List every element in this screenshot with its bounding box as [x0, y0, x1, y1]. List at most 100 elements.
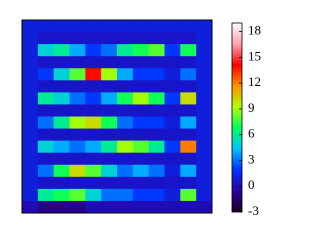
heat-cell	[37, 176, 55, 190]
heat-cell	[101, 32, 118, 45]
heat-cell	[37, 80, 55, 93]
heat-cell	[101, 128, 118, 142]
heat-cell	[53, 20, 70, 33]
heat-cell	[85, 140, 102, 154]
heat-cell	[117, 200, 134, 214]
heat-cell	[22, 152, 39, 166]
heat-cell	[148, 44, 165, 57]
heat-cell	[164, 44, 181, 57]
heat-cell	[85, 104, 102, 117]
heat-cell	[101, 176, 118, 190]
heat-cell	[148, 200, 165, 214]
heat-cell	[101, 56, 118, 69]
heat-cell	[85, 116, 102, 130]
heat-cell	[101, 188, 118, 202]
heat-cell	[53, 140, 70, 154]
heat-cell	[101, 104, 118, 117]
heat-cell	[53, 152, 70, 166]
heat-cell	[132, 140, 150, 154]
heat-cell	[180, 104, 197, 117]
heat-cell	[164, 164, 181, 178]
heat-cell	[69, 32, 86, 45]
heat-cell	[132, 44, 150, 57]
heat-cell	[164, 152, 181, 166]
page: {"chart_data": { "type": "heatmap", "val…	[21, 19, 261, 218]
heat-cell	[164, 80, 181, 93]
heat-cell	[69, 176, 86, 190]
heat-cell	[148, 116, 165, 130]
heat-cell	[148, 80, 165, 93]
heat-cell	[164, 140, 181, 154]
colorbar-tick-label: 6	[248, 126, 255, 141]
heat-cell	[53, 68, 70, 81]
heat-cell	[117, 20, 134, 33]
colorbar	[231, 22, 243, 213]
heat-cell	[148, 20, 165, 33]
heat-cell	[164, 68, 181, 81]
heat-cell	[85, 128, 102, 142]
heat-cell	[85, 20, 102, 33]
heat-cell	[22, 188, 39, 202]
colorbar-tick-label: 12	[248, 74, 261, 89]
heat-cell	[132, 80, 150, 93]
heat-cell	[85, 80, 102, 93]
heat-cell	[53, 80, 70, 93]
heat-cell	[69, 68, 86, 81]
heat-cell	[117, 140, 134, 154]
heat-cell	[132, 32, 150, 45]
heat-cell	[37, 140, 55, 154]
heat-cell	[132, 104, 150, 117]
heat-cell	[22, 200, 39, 214]
heat-cell	[164, 20, 181, 33]
heat-cell	[148, 188, 165, 202]
heat-cell	[22, 116, 39, 130]
heat-cell	[37, 152, 55, 166]
heat-cell	[85, 32, 102, 45]
heat-cell	[180, 152, 197, 166]
heat-cell	[69, 200, 86, 214]
heat-cell	[196, 20, 213, 33]
heat-cell	[101, 44, 118, 57]
heat-cell	[101, 116, 118, 130]
heat-cell	[180, 128, 197, 142]
heat-cell	[53, 56, 70, 69]
heat-cell	[196, 176, 213, 190]
heat-cell	[148, 176, 165, 190]
heat-cell	[22, 140, 39, 154]
heat-cell	[180, 116, 197, 130]
heat-cell	[53, 176, 70, 190]
heat-cell	[180, 56, 197, 69]
heat-cell	[117, 164, 134, 178]
heat-cell	[117, 80, 134, 93]
heat-cell	[180, 20, 197, 33]
heat-cell	[196, 92, 213, 105]
heat-cell	[37, 44, 55, 57]
heat-cell	[180, 80, 197, 93]
heat-cell	[69, 164, 86, 178]
heat-cell	[37, 164, 55, 178]
heat-cell	[117, 188, 134, 202]
heat-cell	[164, 32, 181, 45]
heat-cell	[69, 152, 86, 166]
heat-cell	[22, 104, 39, 117]
heat-cell	[69, 116, 86, 130]
heat-cell	[132, 176, 150, 190]
heat-cell	[117, 128, 134, 142]
heat-cell	[69, 188, 86, 202]
heat-cell	[180, 164, 197, 178]
heat-cell	[132, 188, 150, 202]
chart: -3 0 3 6 9 12 15 18	[21, 19, 261, 218]
heat-cell	[22, 44, 39, 57]
heat-cell	[101, 200, 118, 214]
heat-cell	[69, 20, 86, 33]
heat-cell	[117, 56, 134, 69]
heat-cell	[196, 44, 213, 57]
heat-cell	[85, 44, 102, 57]
heat-cell	[85, 92, 102, 105]
heat-cell	[22, 128, 39, 142]
heat-cell	[37, 104, 55, 117]
colorbar-tick-label: 18	[248, 23, 261, 38]
heat-cell	[37, 32, 55, 45]
heat-cell	[196, 128, 213, 142]
heat-cell	[196, 152, 213, 166]
